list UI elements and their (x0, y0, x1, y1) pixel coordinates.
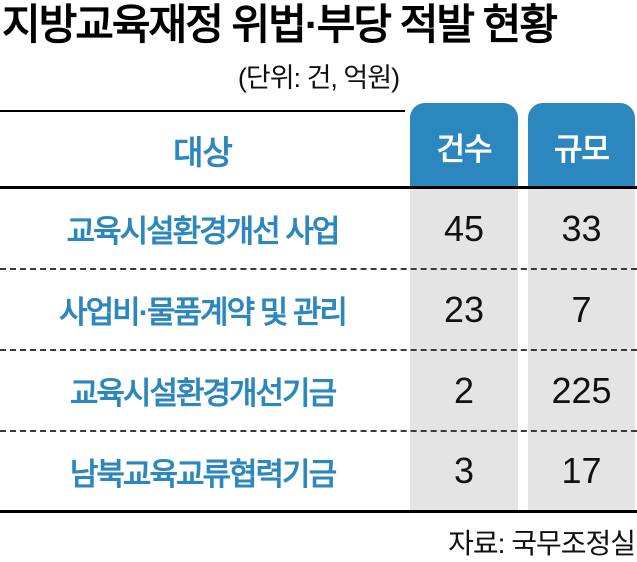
column-header-count: 건수 (410, 103, 518, 189)
row-count-value: 45 (443, 207, 485, 249)
row-count-value: 23 (443, 288, 485, 330)
table-row: 교육시설환경개선기금 2 225 (0, 351, 637, 432)
column-header-scale: 규모 (528, 103, 635, 189)
row-scale-value: 33 (561, 207, 602, 249)
column-header-count-label: 건수 (436, 131, 492, 167)
row-label: 교육시설환경개선 사업 (66, 214, 341, 249)
row-scale-value: 17 (561, 450, 602, 491)
scale-column-background (528, 189, 635, 513)
column-header-target: 대상 (0, 110, 405, 188)
table-row: 교육시설환경개선 사업 45 33 (0, 189, 637, 270)
column-header-scale-label: 규모 (553, 131, 610, 167)
row-label: 남북교육교류협력기금 (69, 456, 337, 492)
page-title: 지방교육재정 위법·부당 적발 현황 (2, 1, 558, 48)
column-header-target-label: 대상 (173, 134, 233, 171)
header-divider (0, 186, 637, 189)
row-label: 교육시설환경개선기금 (69, 376, 337, 411)
table-body: 교육시설환경개선 사업 45 33 사업비·물품계약 및 관리 23 7 교육시… (0, 189, 637, 513)
table-row: 남북교육교류협력기금 3 17 (0, 432, 637, 513)
row-label: 사업비·물품계약 및 관리 (59, 295, 348, 330)
row-scale-value: 225 (551, 369, 612, 411)
row-count-value: 3 (453, 450, 475, 491)
count-column-background (410, 189, 518, 513)
row-count-value: 2 (453, 369, 475, 411)
table-row: 사업비·물품계약 및 관리 23 7 (0, 270, 637, 351)
source-credit: 자료: 국무조정실 (448, 528, 636, 559)
unit-note: (단위: 건, 억원) (237, 63, 400, 93)
row-scale-value: 7 (571, 288, 592, 330)
